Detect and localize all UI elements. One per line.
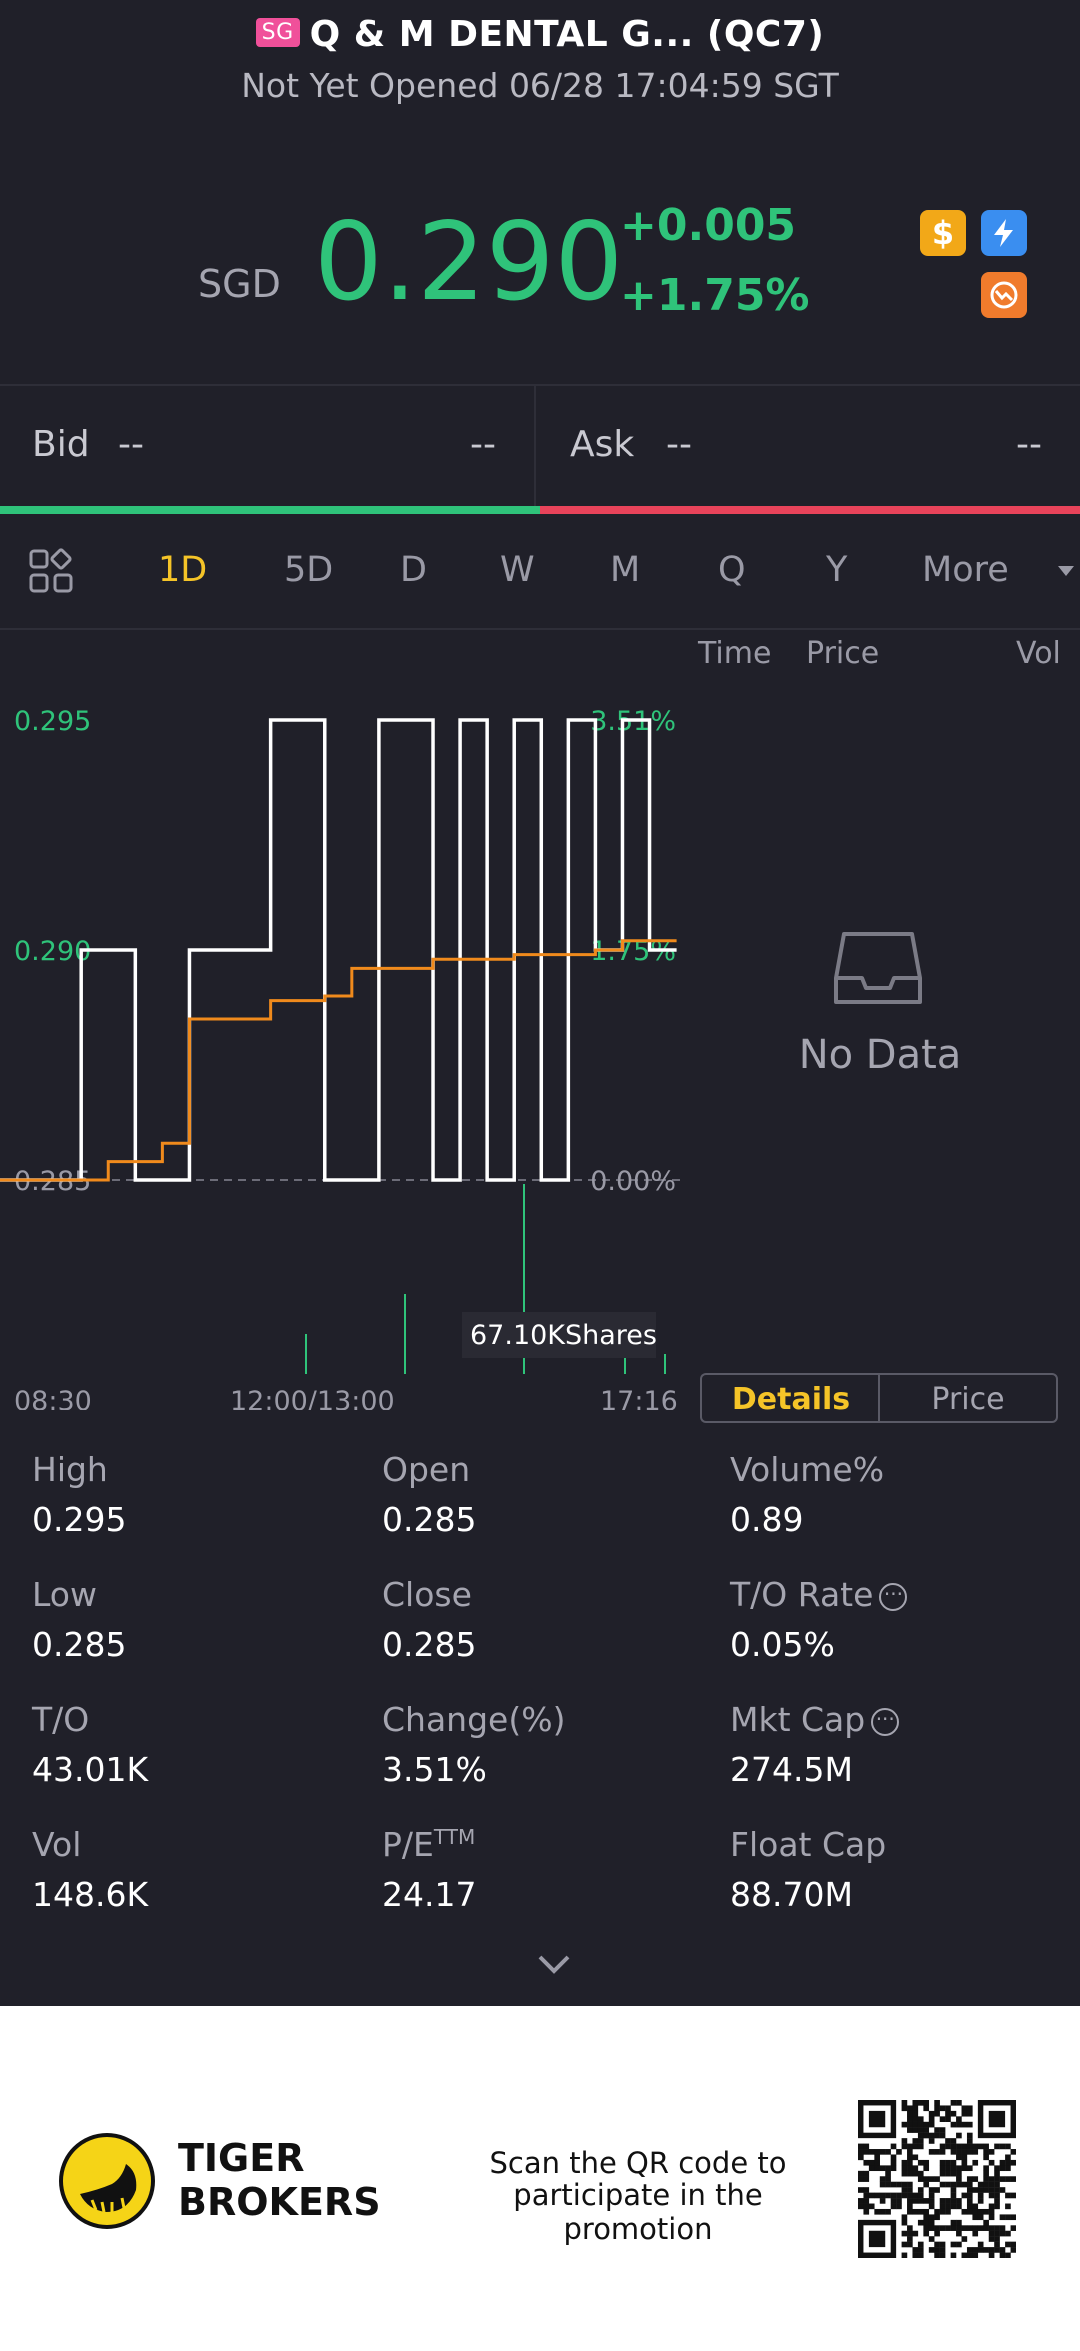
- y-tick-label: 0.295: [14, 706, 91, 737]
- tab-1d[interactable]: 1D: [158, 550, 208, 590]
- bid-label: Bid: [32, 424, 90, 465]
- stat-value-close: 0.285: [382, 1625, 477, 1664]
- stat-value-vol: 148.6K: [32, 1875, 149, 1914]
- stat-label-mkt-cap: Mkt Cap ···: [730, 1700, 900, 1739]
- tab-5d[interactable]: 5D: [284, 550, 334, 590]
- promo-line2: participate in the promotion: [513, 2178, 763, 2246]
- brand-line2: BROKERS: [178, 2180, 381, 2224]
- tab-m[interactable]: M: [610, 550, 641, 590]
- stat-label-mkt-cap-text: Mkt Cap: [730, 1700, 866, 1739]
- divider: [0, 628, 1080, 630]
- x-tick-label: 17:16: [600, 1386, 678, 1410]
- more-info-icon[interactable]: ···: [871, 1707, 900, 1736]
- stat-label-change-pct: Change(%): [382, 1700, 566, 1739]
- market-badge: SG: [255, 17, 300, 47]
- ask-size: --: [1016, 424, 1042, 465]
- x-tick-label: 08:30: [14, 1386, 92, 1410]
- layout-grid-icon[interactable]: [28, 548, 74, 598]
- tab-q[interactable]: Q: [718, 550, 746, 590]
- stat-label-to: T/O: [32, 1700, 90, 1739]
- stat-value-change-pct: 3.51%: [382, 1750, 487, 1789]
- stat-value-to-rate: 0.05%: [730, 1625, 835, 1664]
- stat-value-open: 0.285: [382, 1500, 477, 1539]
- stat-label-volume-pct: Volume%: [730, 1450, 885, 1489]
- stat-label-to-rate-text: T/O Rate: [730, 1575, 874, 1614]
- stat-label-open: Open: [382, 1450, 471, 1489]
- header: SG Q & M DENTAL G... (QC7) Not Yet Opened…: [0, 0, 1080, 120]
- stat-label-vol: Vol: [32, 1825, 82, 1864]
- volume-tooltip-bg: [462, 1312, 656, 1358]
- divider: [0, 384, 1080, 386]
- currency-label: SGD: [198, 262, 281, 306]
- chart-header-price[interactable]: Price: [806, 636, 880, 671]
- qr-code-icon: [858, 2100, 1016, 2258]
- promo-line1: Scan the QR code to: [489, 2146, 787, 2180]
- bid-ask-separator: [534, 386, 536, 506]
- dollar-icon[interactable]: $: [920, 210, 966, 256]
- price-change-pct: +1.75%: [620, 270, 810, 321]
- stat-label-close: Close: [382, 1575, 472, 1614]
- stat-label-to-rate: T/O Rate ···: [730, 1575, 908, 1614]
- stat-label-low: Low: [32, 1575, 97, 1614]
- stat-label-pe-text: P/E: [382, 1825, 434, 1864]
- price-line: [0, 718, 677, 1182]
- stat-value-to: 43.01K: [32, 1750, 149, 1789]
- no-data-text: No Data: [798, 1032, 962, 1078]
- inbox-icon: [830, 928, 926, 1012]
- intraday-chart[interactable]: 0.2950.2900.2853.51%1.75%0.00%67.10KShar…: [0, 690, 700, 1410]
- bid-price: --: [118, 424, 144, 465]
- market-status: Not Yet Opened 06/28 17:04:59 SGT: [241, 66, 839, 105]
- ask-strength-bar: [540, 506, 1080, 514]
- volume-tooltip: 67.10KShares: [470, 1320, 657, 1351]
- price-tab[interactable]: Price: [878, 1373, 1058, 1423]
- tiger-logo-icon: [58, 2132, 156, 2234]
- last-price: 0.290: [314, 200, 624, 325]
- ask-price: --: [666, 424, 692, 465]
- promo-footer: TIGER BROKERS Scan the QR code to partic…: [0, 2006, 1080, 2351]
- stat-value-mkt-cap: 274.5M: [730, 1750, 853, 1789]
- pct-tick-label: 0.00%: [590, 1166, 676, 1197]
- tab-d[interactable]: D: [400, 550, 427, 590]
- page-title[interactable]: SG Q & M DENTAL G... (QC7): [0, 14, 1080, 55]
- lightning-icon[interactable]: [981, 210, 1027, 256]
- stat-value-pe: 24.17: [382, 1875, 477, 1914]
- stat-value-volume-pct: 0.89: [730, 1500, 804, 1539]
- chevron-down-icon[interactable]: [536, 1952, 572, 1980]
- y-tick-label: 0.290: [14, 936, 91, 967]
- ask-label: Ask: [570, 424, 635, 465]
- more-info-icon[interactable]: ···: [879, 1582, 908, 1611]
- chart-header-time[interactable]: Time: [698, 636, 772, 671]
- chevron-down-icon[interactable]: [1058, 566, 1074, 576]
- stock-title: Q & M DENTAL G... (QC7): [309, 14, 825, 55]
- tab-more[interactable]: More: [922, 550, 1009, 590]
- stat-value-float-cap: 88.70M: [730, 1875, 853, 1914]
- x-tick-label: 12:00/13:00: [230, 1386, 395, 1410]
- tab-y[interactable]: Y: [826, 550, 848, 590]
- stat-value-low: 0.285: [32, 1625, 127, 1664]
- details-tab[interactable]: Details: [700, 1373, 880, 1423]
- avg-price-line: [0, 939, 677, 1182]
- brand-line1: TIGER: [178, 2136, 305, 2180]
- bid-strength-bar: [0, 506, 540, 514]
- stat-value-high: 0.295: [32, 1500, 127, 1539]
- stat-label-pe-sup: TTM: [433, 1825, 476, 1849]
- stat-label-pe: P/ETTM: [382, 1825, 475, 1864]
- stat-label-float-cap: Float Cap: [730, 1825, 887, 1864]
- bid-size: --: [470, 424, 496, 465]
- price-change: +0.005: [620, 200, 797, 251]
- chart-header-vol[interactable]: Vol: [1016, 636, 1061, 671]
- options-icon[interactable]: [981, 272, 1027, 318]
- stat-label-high: High: [32, 1450, 108, 1489]
- tab-w[interactable]: W: [500, 550, 535, 590]
